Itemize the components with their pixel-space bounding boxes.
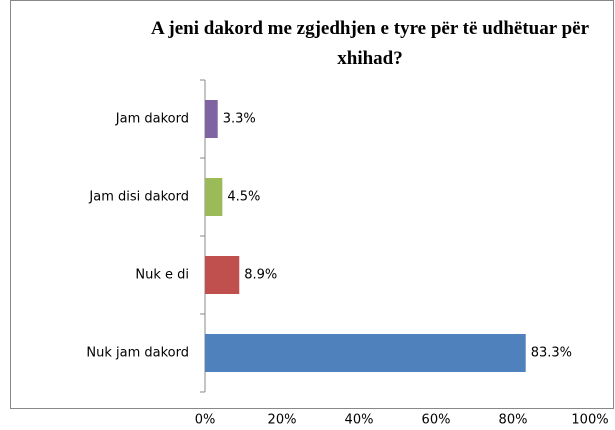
y-tick-label: Jam dakord	[115, 112, 189, 127]
y-tick-label: Nuk jam dakord	[86, 346, 189, 361]
data-label: 3.3%	[223, 112, 256, 127]
bar	[205, 178, 223, 216]
bar	[205, 334, 526, 372]
data-label: 8.9%	[244, 268, 277, 283]
y-tick-label: Nuk e di	[135, 268, 189, 283]
chart-title: A jeni dakord me zgjedhjen e tyre për të…	[150, 18, 589, 69]
x-tick-label: 20%	[268, 413, 297, 428]
x-tick-label: 0%	[195, 413, 216, 428]
x-tick-label: 60%	[422, 413, 451, 428]
data-label: 4.5%	[227, 190, 260, 205]
x-tick-label: 100%	[571, 413, 608, 428]
bar	[205, 100, 218, 138]
data-label: 83.3%	[531, 346, 572, 361]
y-tick-label: Jam disi dakord	[88, 190, 189, 205]
bar	[205, 256, 240, 294]
x-tick-label: 80%	[499, 413, 528, 428]
x-tick-label: 40%	[345, 413, 374, 428]
